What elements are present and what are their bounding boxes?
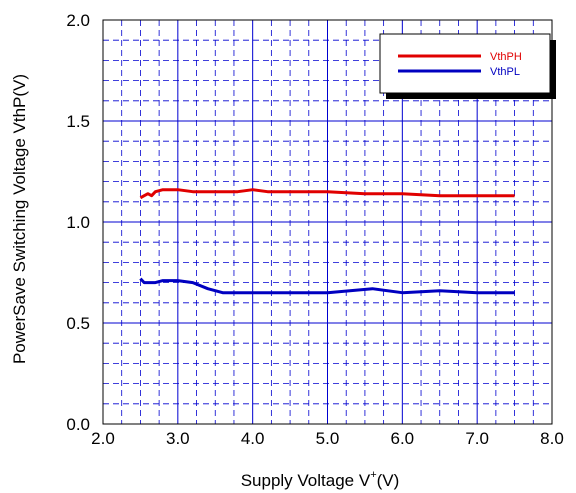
y-tick-label: 1.0 [66, 213, 90, 232]
plot-frame [102, 19, 553, 425]
x-tick-label: 8.0 [540, 429, 564, 448]
legend: VthPH VthPL [379, 33, 556, 99]
legend-label-vthpl: VthPL [490, 66, 520, 78]
y-tick-label: 1.5 [66, 112, 90, 131]
y-tick-labels: 0.0 0.5 1.0 1.5 2.0 [66, 11, 90, 434]
legend-label-vthph: VthPH [490, 51, 522, 63]
x-tick-label: 3.0 [166, 429, 190, 448]
x-tick-labels: 2.0 3.0 4.0 5.0 6.0 7.0 8.0 [91, 429, 564, 448]
x-axis-title-main: Supply Voltage V [241, 471, 371, 490]
y-tick-label: 0.0 [66, 415, 90, 434]
y-axis-title: PowerSave Switching Voltage VthP(V) [10, 74, 29, 364]
x-tick-label: 2.0 [91, 429, 115, 448]
x-tick-label: 5.0 [316, 429, 340, 448]
x-axis-title-unit: (V) [377, 471, 400, 490]
series-lines [139, 188, 515, 295]
x-axis-title: Supply Voltage V+(V) [241, 469, 400, 490]
y-tick-label: 0.5 [66, 314, 90, 333]
x-axis-title-sup: + [370, 469, 376, 481]
x-tick-label: 6.0 [391, 429, 415, 448]
grid [103, 20, 552, 424]
series-line-vthpl [139, 277, 515, 295]
y-tick-label: 2.0 [66, 11, 90, 30]
legend-box [379, 33, 551, 94]
x-tick-label: 7.0 [465, 429, 489, 448]
x-tick-label: 4.0 [241, 429, 265, 448]
series-line-vthph [139, 188, 515, 200]
